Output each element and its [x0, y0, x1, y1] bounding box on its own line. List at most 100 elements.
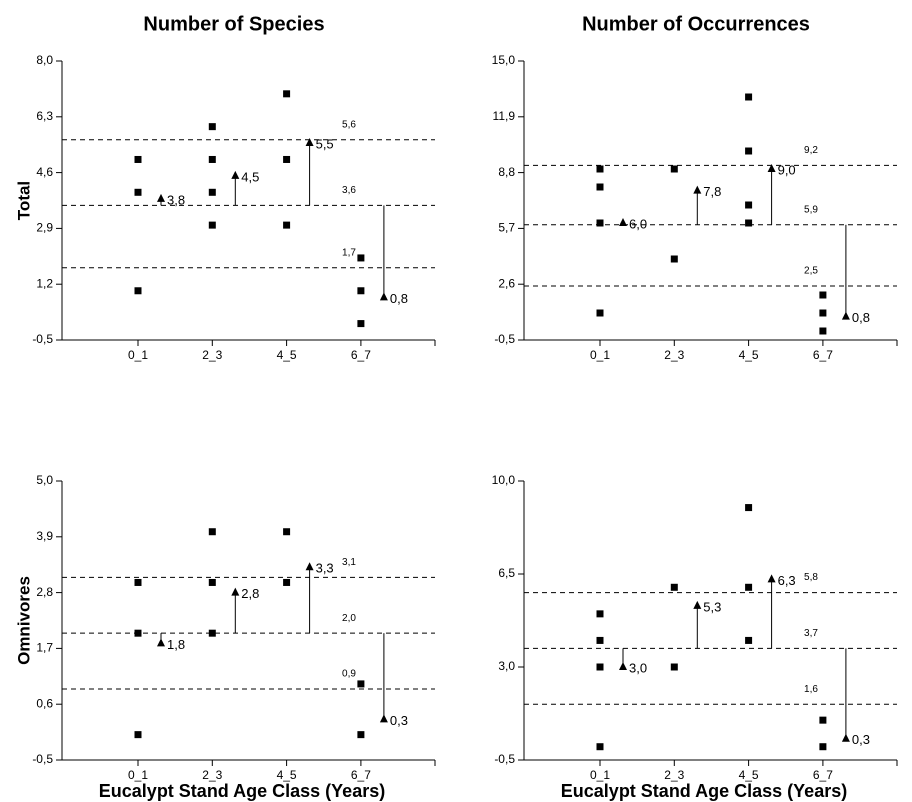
data-point: [745, 504, 753, 512]
data-point: [208, 528, 216, 536]
data-point: [357, 680, 365, 688]
x-tick-label: 6_7: [813, 768, 833, 782]
data-point: [596, 663, 604, 671]
y-tick-label: 0,6: [36, 696, 53, 710]
x-tick-label: 2_3: [202, 348, 222, 362]
data-point: [596, 165, 604, 173]
x-axis-label: Eucalypt Stand Age Class (Years): [99, 781, 385, 801]
data-point: [670, 165, 678, 173]
data-point: [819, 743, 827, 751]
y-tick-label: 8,0: [36, 53, 53, 67]
data-point: [819, 291, 827, 299]
data-point: [134, 629, 142, 637]
mean-label: 0,8: [390, 291, 408, 306]
mean-label: 6,3: [778, 573, 796, 588]
data-point: [357, 320, 365, 328]
reference-label: 5,9: [804, 204, 818, 215]
x-tick-label: 2_3: [664, 348, 684, 362]
data-point: [596, 636, 604, 644]
data-point: [283, 528, 291, 536]
y-tick-label: -0,5: [32, 332, 53, 346]
mean-marker: [841, 733, 850, 742]
data-point: [283, 155, 291, 163]
y-tick-label: 2,9: [36, 221, 53, 235]
data-point: [208, 188, 216, 196]
mean-label: 9,0: [778, 162, 796, 177]
y-tick-label: 1,2: [36, 276, 53, 290]
mean-label: 2,8: [241, 586, 259, 601]
data-point: [819, 716, 827, 724]
data-point: [134, 155, 142, 163]
x-tick-label: 0_1: [590, 348, 610, 362]
x-tick-label: 0_1: [128, 348, 148, 362]
data-point: [357, 731, 365, 739]
x-tick-label: 6_7: [351, 348, 371, 362]
data-point: [745, 636, 753, 644]
y-tick-label: 5,0: [36, 473, 53, 487]
reference-label: 1,7: [342, 247, 356, 258]
mean-marker: [619, 662, 627, 670]
y-tick-label: 11,9: [493, 109, 516, 123]
x-tick-label: 4_5: [739, 768, 759, 782]
x-axis-label: Eucalypt Stand Age Class (Years): [561, 781, 847, 801]
mean-label: 3,0: [629, 660, 647, 675]
mean-label: 0,8: [852, 310, 870, 325]
reference-label: 9,2: [804, 145, 818, 156]
reference-label: 5,8: [804, 572, 818, 583]
mean-label: 1,8: [167, 637, 185, 652]
data-point: [283, 578, 291, 586]
y-axis-label: Total: [14, 181, 33, 220]
data-point: [745, 147, 753, 155]
reference-label: 2,5: [804, 266, 818, 277]
y-tick-label: 4,6: [36, 165, 53, 179]
x-tick-label: 4_5: [277, 768, 297, 782]
x-tick-label: 2_3: [202, 768, 222, 782]
x-tick-label: 6_7: [813, 348, 833, 362]
data-point: [596, 183, 604, 191]
y-tick-label: 3,0: [498, 659, 515, 673]
mean-marker: [767, 574, 776, 583]
data-point: [208, 221, 216, 229]
x-tick-label: 0_1: [128, 768, 148, 782]
y-tick-label: 3,9: [36, 529, 53, 543]
y-tick-label: -0,5: [32, 752, 53, 766]
data-point: [670, 583, 678, 591]
y-tick-label: 6,5: [498, 566, 515, 580]
y-axis-label: Omnivores: [14, 576, 33, 665]
x-tick-label: 4_5: [739, 348, 759, 362]
data-point: [596, 309, 604, 317]
data-point: [134, 287, 142, 295]
data-point: [283, 221, 291, 229]
reference-label: 3,7: [804, 628, 818, 639]
data-point: [745, 201, 753, 209]
mean-marker: [379, 292, 388, 301]
mean-label: 6,0: [629, 216, 647, 231]
reference-label: 1,6: [804, 684, 818, 695]
reference-label: 3,6: [342, 185, 356, 196]
x-tick-label: 2_3: [664, 768, 684, 782]
x-tick-label: 6_7: [351, 768, 371, 782]
mean-marker: [841, 311, 850, 320]
mean-marker: [157, 638, 165, 647]
data-point: [357, 254, 365, 262]
mean-label: 3,8: [167, 192, 185, 207]
y-tick-label: 10,0: [492, 473, 516, 487]
y-tick-label: 6,3: [36, 109, 53, 123]
y-tick-label: -0,5: [494, 752, 515, 766]
reference-label: 5,6: [342, 119, 356, 130]
y-tick-label: 15,0: [492, 53, 516, 67]
data-point: [208, 629, 216, 637]
mean-label: 0,3: [390, 713, 408, 728]
mean-label: 4,5: [241, 169, 259, 184]
mean-marker: [305, 138, 314, 147]
data-point: [819, 309, 827, 317]
mean-marker: [693, 600, 702, 609]
mean-label: 3,3: [316, 561, 334, 576]
reference-label: 3,1: [342, 557, 356, 568]
x-tick-label: 0_1: [590, 768, 610, 782]
y-tick-label: 8,8: [498, 165, 515, 179]
data-point: [208, 123, 216, 131]
data-point: [670, 255, 678, 263]
reference-label: 0,9: [342, 669, 356, 680]
